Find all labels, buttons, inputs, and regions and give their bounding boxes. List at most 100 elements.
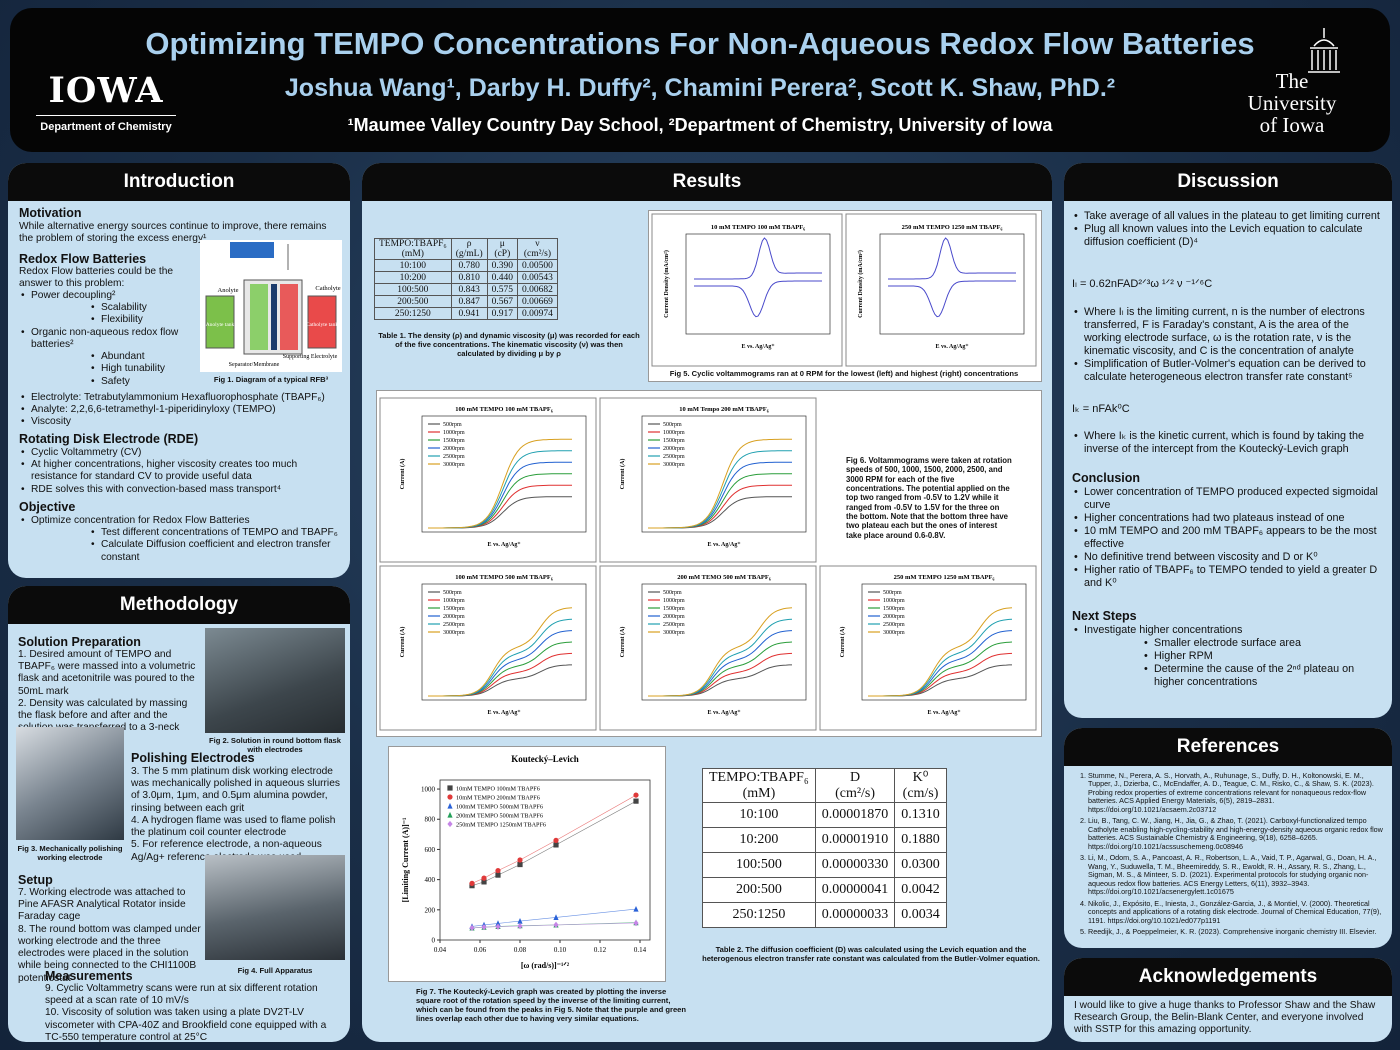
bullet-item: 10 mM TEMPO and 200 mM TBAPF₆ appears to…: [1072, 525, 1384, 551]
logo-left: IOWA: [48, 70, 164, 111]
bullet-item: Where Iₖ is the kinetic current, which i…: [1072, 430, 1384, 456]
header-name: ρ: [466, 239, 472, 249]
x-tick-label: 0.12: [594, 946, 607, 954]
point: [517, 857, 523, 863]
header-cell: ρ (g/mL): [450, 238, 488, 260]
point: [447, 811, 453, 818]
diagram-label: Catholyte: [315, 285, 340, 292]
legend-label: 3000rpm: [443, 462, 465, 468]
y-axis-label: Current (A): [399, 627, 406, 658]
point: [633, 905, 639, 912]
bullet-item: Electrolyte: Tetrabutylammonium Hexafluo…: [19, 392, 341, 404]
plot-frame: [879, 233, 1025, 335]
figure-caption: Fig 1. Diagram of a typical RFB³: [213, 375, 329, 384]
plot-title: 200 mM TEMO 500 mM TBAPF₆: [677, 574, 771, 581]
line-item: 8. The round bottom was clamped under wo…: [18, 923, 201, 984]
table-caption: Table 2. The diffusion coefficient (D) w…: [702, 945, 1040, 964]
y-axis-label: [Limiting Current (A)]⁻¹: [401, 817, 410, 902]
plot-panel: [379, 565, 597, 731]
line-item: University: [1247, 91, 1337, 116]
row: 200:500 0.00000041 0.0042: [702, 877, 947, 903]
steps: 7. Working electrode was attached to Pin…: [18, 887, 204, 985]
legend-label: 500rpm: [443, 590, 462, 596]
header-unit: (mM): [742, 785, 776, 801]
table2: TEMPO:TBAPF₆ (mM) D (cm²/s) K⁰ (cm/s) 10:100 0.…: [702, 768, 947, 928]
header-name: K⁰: [912, 770, 929, 785]
cell: 10:200: [374, 271, 452, 284]
cell: 0.00000330: [814, 852, 896, 878]
section-heading: Acknowledgements: [1064, 958, 1392, 996]
photo-polishing: [16, 727, 124, 840]
paragraph: Redox Flow batteries could be the answer…: [19, 266, 174, 290]
sub-bullet-item: Determine the cause of the 2ⁿᵈ plateau o…: [1072, 663, 1384, 689]
point: [481, 875, 487, 881]
photo-flask: [205, 628, 345, 733]
sub-bullet-item: Flexibility: [19, 314, 199, 326]
header-unit: (cm/s): [902, 786, 939, 801]
bullet-item: RDE solves this with convection-based ma…: [19, 484, 341, 496]
plot-title: 10 mM TEMPO 100 mM TBAPF₆: [711, 224, 805, 231]
row: 10:200 0.810 0.440 0.00543: [374, 271, 558, 284]
catholyte-tank: [307, 295, 337, 349]
bullet-item: Optimize concentration for Redox Flow Ba…: [19, 515, 341, 527]
row: 100:500 0.00000330 0.0300: [702, 852, 947, 878]
x-axis-label: E vs. Ag/Ag⁺: [487, 709, 520, 716]
cell: 0.0300: [894, 852, 947, 878]
subheading: Solution Preparation: [18, 635, 141, 649]
plot-panel: [819, 565, 1037, 731]
y-axis-label: Current (A): [839, 627, 846, 658]
cell: 0.0034: [894, 902, 947, 928]
legend-label: 1500rpm: [663, 438, 685, 444]
bullet-item: Organic non-aqueous redox flow batteries…: [19, 327, 199, 351]
line-item: 1. Desired amount of TEMPO and TBAPF₆ we…: [18, 649, 196, 697]
authors: Joshua Wang¹, Darby H. Duffy², Chamini P…: [284, 74, 1116, 102]
line-item: 7. Working electrode was attached to Pin…: [18, 887, 186, 923]
header-unit: (mM): [401, 249, 424, 259]
reference: Liu, B., Tang, C. W., Jiang, H., Jia, G.…: [1088, 817, 1386, 851]
subheading: Next Steps: [1072, 609, 1137, 623]
point: [553, 914, 559, 920]
row: 200:500 0.847 0.567 0.00669: [374, 295, 558, 308]
legend-label: 500rpm: [883, 590, 902, 596]
bullet-item: Lower concentration of TEMPO produced ex…: [1072, 486, 1384, 512]
bullet-list: Lower concentration of TEMPO produced ex…: [1072, 486, 1384, 590]
legend-label: 2500rpm: [883, 622, 905, 628]
x-tick-label: 0.10: [554, 946, 567, 954]
legend-label: 2500rpm: [443, 454, 465, 460]
subheading: Objective: [19, 500, 76, 514]
cell: 10:100: [374, 259, 452, 272]
bullet-list: Cyclic Voltammetry (CV)At higher concent…: [19, 447, 341, 496]
legend-label: 1500rpm: [443, 606, 465, 612]
logo-left-sub: Department of Chemistry: [40, 121, 172, 133]
cell: 0.1880: [894, 827, 947, 853]
reference: Li, M., Odom, S. A., Pancoast, A. R., Ro…: [1088, 854, 1386, 897]
legend-label: 1500rpm: [883, 606, 905, 612]
cell: 0.00001870: [814, 802, 896, 828]
point: [469, 880, 475, 886]
point: [447, 802, 453, 809]
y-tick-label: 400: [425, 876, 436, 884]
cv-curve: [694, 280, 822, 318]
section-heading: Results: [362, 163, 1052, 201]
y-tick-label: 600: [425, 846, 436, 854]
diagram-label: Anolyte tank: [206, 322, 235, 328]
bullet-item: Power decoupling²: [19, 290, 199, 302]
cell: 200:500: [702, 877, 816, 903]
y-axis-label: Current (A): [619, 627, 626, 658]
table: TEMPO:TBAPF₆ (mM) ρ (g/mL) μ (cP) ν (cm²/s) 10:1…: [374, 238, 558, 320]
plot-frame: [861, 583, 1027, 701]
steps: 9. Cyclic Voltammetry scans were run at …: [45, 983, 345, 1044]
cv-curve: [694, 237, 822, 280]
title: Optimizing TEMPO Concentrations For Non-…: [145, 26, 1255, 61]
cell: 0.00682: [517, 283, 558, 296]
header-cell: TEMPO:TBAPF₆ (mM): [702, 768, 816, 803]
legend-label: 2000rpm: [663, 614, 685, 620]
fig5: 10 mM TEMPO 100 mM TBAPF₆ Current Density…: [651, 213, 1037, 367]
cv-curve: [888, 280, 1016, 318]
bullet-list: Electrolyte: Tetrabutylammonium Hexafluo…: [19, 392, 341, 429]
row: 250:1250 0.00000033 0.0034: [702, 902, 947, 928]
row: 10:100 0.00001870 0.1310: [702, 802, 947, 828]
x-tick-label: 0.14: [634, 946, 647, 954]
subheading: Measurements: [45, 969, 133, 983]
